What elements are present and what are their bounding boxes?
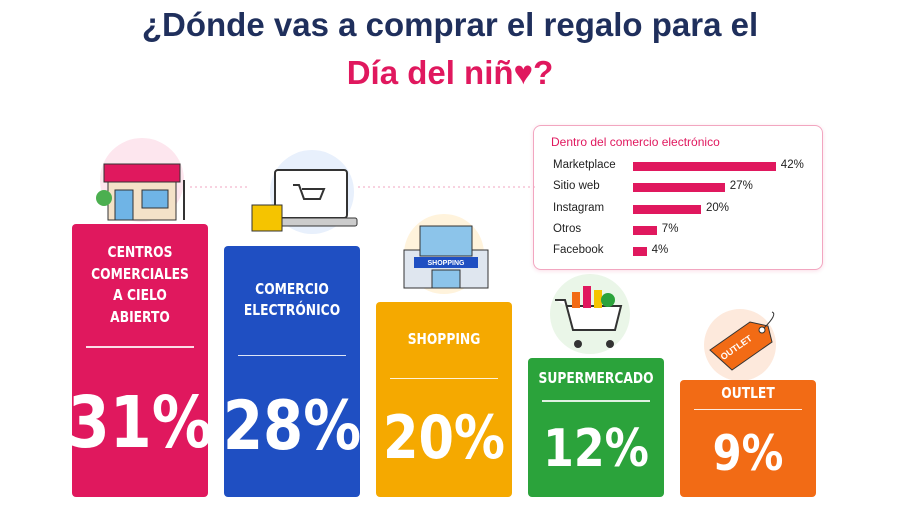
inset-category: Otros: [553, 222, 582, 235]
inset-bar: [633, 225, 657, 235]
bar-category-label: CENTROS COMERCIALES A CIELO ABIERTO: [91, 242, 189, 327]
bar-category-label: OUTLET: [721, 384, 775, 403]
title-line: ¿Dónde vas a comprar el regalo para el: [141, 6, 759, 43]
inset-value-label: 42%: [780, 159, 804, 171]
inset-bar: [633, 204, 701, 214]
shopping-sign: SHOPPING: [428, 260, 466, 267]
bar: OUTLET 9%: [680, 379, 816, 497]
inset-value-label: 4%: [651, 244, 669, 257]
bar: CENTROS COMERCIALES A CIELO ABIERTO 31%: [67, 224, 213, 497]
inset-category: Facebook: [553, 244, 604, 257]
inset-bar: [633, 183, 725, 193]
inset-title: Dentro del comercio electrónico: [551, 135, 720, 149]
bar-value-label: 28%: [222, 387, 362, 467]
inset-panel: [533, 125, 823, 270]
separator: [238, 354, 346, 357]
bar: SHOPPING 20%: [376, 302, 512, 497]
bar-value-label: 9%: [712, 425, 784, 482]
inset-value-label: 27%: [729, 180, 753, 193]
bar-category-label: SUPERMERCADO: [538, 369, 654, 388]
store-icon: [96, 138, 185, 222]
bar: SUPERMERCADO 12%: [528, 358, 664, 497]
mall-icon: [403, 214, 489, 294]
inset-category: Sitio web: [553, 180, 600, 193]
inset-value-label: 20%: [706, 201, 730, 214]
title-line: Día del niñ♥?: [346, 54, 554, 91]
bar-value-label: 12%: [543, 419, 649, 480]
bar-category-label: SHOPPING: [407, 329, 481, 348]
inset-bar: [633, 247, 647, 257]
separator: [86, 346, 194, 348]
cart-icon: [550, 274, 630, 354]
inset-category: Instagram: [553, 201, 605, 214]
bar-value-label: 31%: [67, 380, 213, 464]
inset-bar: [633, 162, 776, 171]
separator: [694, 408, 802, 411]
bar: COMERCIO ELECTRÓNICO 28%: [222, 245, 362, 497]
separator: [390, 377, 498, 379]
inset-category: Marketplace: [553, 159, 616, 171]
tag-icon: [704, 309, 776, 381]
inset-value-label: 7%: [661, 222, 679, 235]
laptop-icon: [251, 150, 358, 234]
bar-category-label: COMERCIO ELECTRÓNICO: [243, 279, 341, 320]
bar-value-label: 20%: [382, 403, 506, 473]
separator: [542, 400, 650, 402]
